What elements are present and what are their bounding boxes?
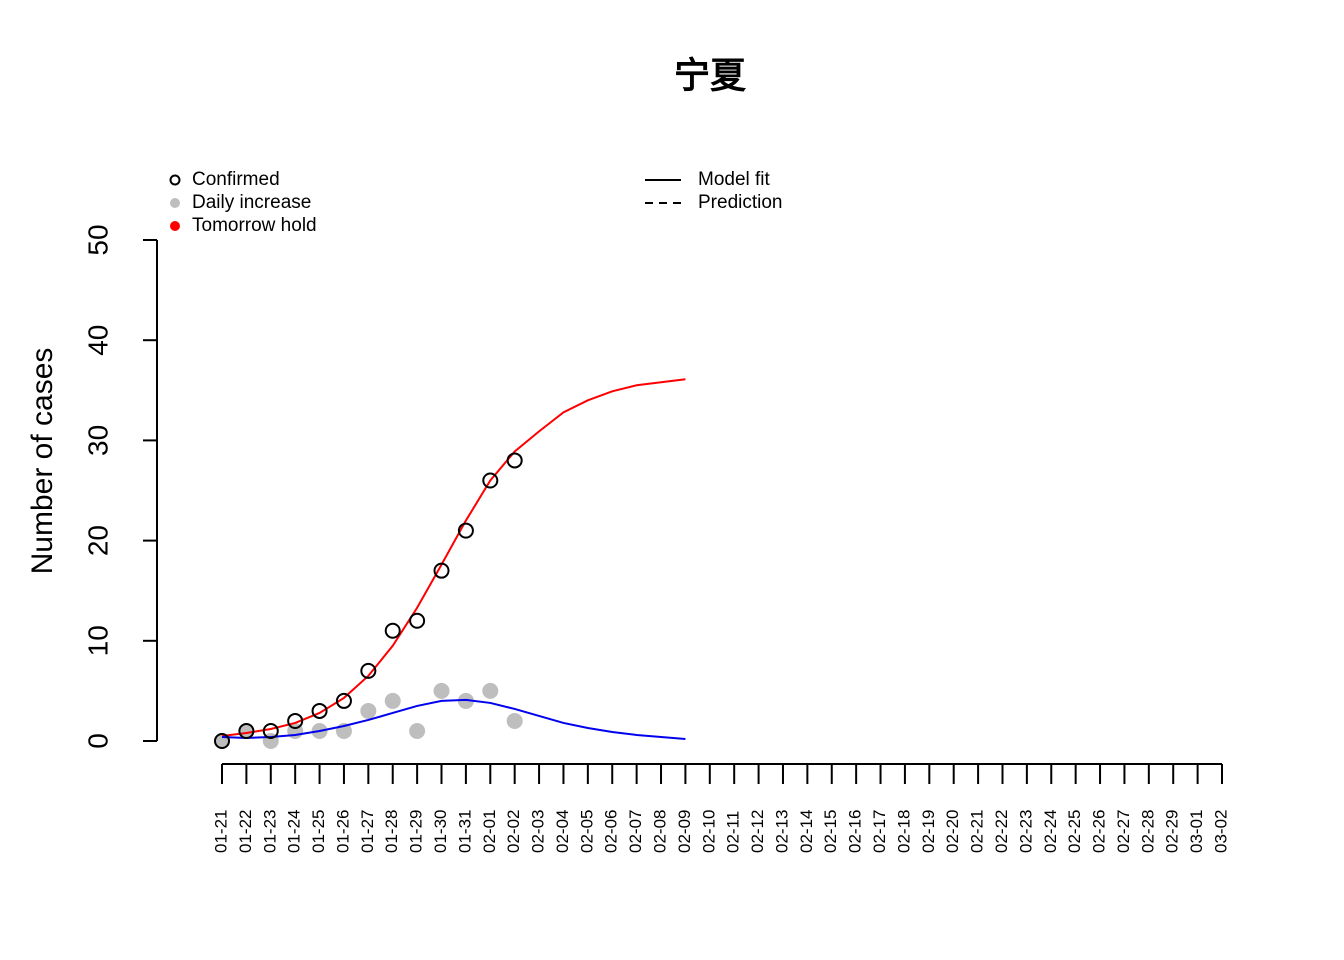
- x-tick-label: 02-02: [504, 810, 523, 853]
- x-tick-label: 02-22: [992, 810, 1011, 853]
- x-tick-label: 03-02: [1211, 810, 1230, 853]
- x-tick-label: 01-21: [211, 810, 230, 853]
- fit-line: [221, 698, 686, 740]
- confirmed-point: [335, 692, 352, 709]
- x-tick-label: 02-12: [748, 810, 767, 853]
- y-tick-label: 30: [82, 425, 113, 456]
- x-tick-label: 01-28: [382, 810, 401, 853]
- confirmed-point: [311, 702, 328, 719]
- daily-point: [238, 722, 255, 739]
- x-tick-label: 02-13: [772, 810, 791, 853]
- x-tick-label: 02-01: [480, 810, 499, 853]
- x-tick-label: 02-27: [1114, 810, 1133, 853]
- x-tick-label: 02-08: [651, 810, 670, 853]
- confirmed-point: [287, 712, 304, 729]
- x-tick-label: 02-20: [943, 810, 962, 853]
- daily-point: [360, 702, 377, 719]
- x-tick-label: 02-11: [724, 811, 743, 853]
- legend-symbol: [170, 198, 180, 208]
- x-tick-label: 02-15: [821, 810, 840, 853]
- legend-label: Prediction: [698, 192, 783, 213]
- x-tick-label: 01-25: [309, 810, 328, 853]
- x-tick-label: 02-17: [870, 810, 889, 853]
- x-tick-label: 02-19: [919, 810, 938, 853]
- x-tick-label: 01-23: [260, 810, 279, 853]
- y-tick-label: 0: [82, 733, 113, 749]
- x-tick-label: 01-31: [455, 810, 474, 853]
- x-tick-label: 02-07: [626, 810, 645, 853]
- y-axis-label: Number of cases: [26, 348, 59, 575]
- confirmed-point: [384, 622, 401, 639]
- x-tick-label: 02-18: [894, 810, 913, 853]
- confirmed-point: [409, 612, 426, 629]
- chart-title: 宁夏: [674, 55, 747, 96]
- x-tick-label: 02-04: [553, 810, 572, 853]
- confirmed-point: [506, 452, 523, 469]
- daily-point: [433, 682, 450, 699]
- x-tick-label: 01-26: [333, 810, 352, 853]
- legend-label: Confirmed: [192, 169, 280, 190]
- legend-symbol: [170, 221, 180, 231]
- daily-point: [506, 712, 523, 729]
- y-tick-label: 50: [82, 224, 113, 255]
- confirmed-point: [214, 733, 230, 749]
- fit-line: [221, 378, 686, 737]
- x-tick-label: 02-26: [1090, 810, 1109, 853]
- confirmed-point: [482, 472, 499, 489]
- daily-point: [384, 692, 401, 709]
- confirmed-point: [360, 662, 377, 679]
- legend-label: Model fit: [698, 169, 771, 190]
- daily-point: [409, 722, 426, 739]
- confirmed-point: [238, 722, 255, 739]
- legend-symbol: [169, 174, 181, 186]
- x-tick-label: 02-03: [529, 810, 548, 853]
- x-tick-label: 03-01: [1187, 810, 1206, 853]
- daily-point: [482, 682, 499, 699]
- x-tick-label: 02-24: [1041, 810, 1060, 853]
- x-tick-label: 02-16: [846, 810, 865, 853]
- x-tick-label: 02-25: [1065, 810, 1084, 853]
- x-tick-label: 01-22: [236, 810, 255, 853]
- x-tick-label: 01-30: [431, 810, 450, 853]
- x-tick-label: 02-23: [1016, 810, 1035, 853]
- confirmed-point: [262, 722, 279, 739]
- y-tick-label: 10: [82, 625, 113, 656]
- confirmed-point: [433, 562, 450, 579]
- legend-label: Daily increase: [192, 192, 311, 213]
- x-tick-label: 02-10: [699, 810, 718, 853]
- x-tick-label: 02-06: [602, 810, 621, 853]
- x-tick-label: 02-05: [577, 810, 596, 853]
- x-tick-label: 02-28: [1138, 810, 1157, 853]
- x-tick-label: 02-21: [968, 810, 987, 853]
- x-tick-label: 01-24: [285, 810, 304, 853]
- y-tick-label: 40: [82, 325, 113, 356]
- legend-label: Tomorrow hold: [192, 215, 317, 236]
- y-tick-label: 20: [82, 525, 113, 556]
- x-tick-label: 01-27: [358, 810, 377, 853]
- confirmed-point: [457, 522, 474, 539]
- x-tick-label: 01-29: [407, 810, 426, 853]
- x-tick-label: 02-29: [1163, 810, 1182, 853]
- x-tick-label: 02-09: [675, 810, 694, 853]
- x-tick-label: 02-14: [797, 810, 816, 853]
